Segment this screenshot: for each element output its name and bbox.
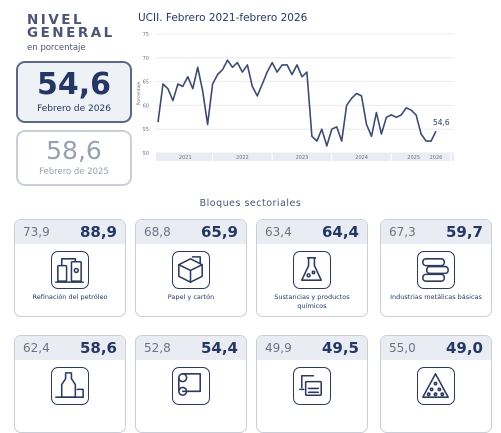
current-value: 54,6 bbox=[18, 68, 130, 102]
bottle-icon bbox=[51, 367, 89, 405]
sector-label: Papel y cartón bbox=[140, 293, 242, 302]
sector-prev-value: 68,8 bbox=[144, 225, 171, 239]
x-tick-label: 2021 bbox=[179, 155, 192, 161]
sector-card: 52,8 54,4 bbox=[135, 335, 247, 433]
sector-current-value: 59,7 bbox=[446, 223, 483, 241]
mineral-icon bbox=[417, 367, 455, 405]
sector-prev-value: 67,3 bbox=[389, 225, 416, 239]
x-tick-label: 2024 bbox=[355, 155, 368, 161]
y-axis-label: Porcentaje bbox=[136, 81, 142, 105]
sector-current-value: 49,0 bbox=[446, 339, 483, 357]
sector-current-value: 58,6 bbox=[80, 339, 117, 357]
previous-value-box: 58,6 Febrero de 2025 bbox=[16, 130, 132, 186]
sector-current-value: 64,4 bbox=[322, 223, 359, 241]
sector-card-header: 67,3 59,7 bbox=[381, 220, 491, 244]
x-tick-label: 2023 bbox=[296, 155, 309, 161]
x-tick-label: 2025 bbox=[407, 155, 420, 161]
previous-value: 58,6 bbox=[18, 137, 130, 165]
sector-card: 63,4 64,4 Sustancias y productos químicos bbox=[256, 219, 368, 317]
sector-card-header: 63,4 64,4 bbox=[257, 220, 367, 244]
sector-label: Industrias metálicas básicas bbox=[385, 293, 487, 302]
paper-box-icon bbox=[172, 251, 210, 289]
textile-roll-icon bbox=[172, 367, 210, 405]
y-tick-label: 75 bbox=[143, 32, 149, 38]
sector-card: 62,4 58,6 bbox=[14, 335, 126, 433]
series-line bbox=[158, 60, 436, 146]
line-chart: 50 55 60 65 70 75 2021 2022 2023 2024 2025 2026 Porc… bbox=[134, 26, 464, 178]
sector-card: 68,8 65,9 Papel y cartón bbox=[135, 219, 247, 317]
y-tick-label: 55 bbox=[143, 127, 149, 133]
y-tick-label: 65 bbox=[143, 80, 149, 86]
sector-current-value: 54,4 bbox=[201, 339, 238, 357]
current-date: Febrero de 2026 bbox=[18, 104, 130, 114]
chart-title: UCII. Febrero 2021-febrero 2026 bbox=[138, 12, 307, 24]
sector-label: Refinación del petróleo bbox=[19, 293, 121, 302]
sector-prev-value: 52,8 bbox=[144, 341, 171, 355]
sector-card-header: 73,9 88,9 bbox=[15, 220, 125, 244]
sector-prev-value: 63,4 bbox=[265, 225, 292, 239]
x-tick-label: 2022 bbox=[236, 155, 249, 161]
sector-current-value: 88,9 bbox=[80, 223, 117, 241]
y-tick-label: 70 bbox=[143, 56, 149, 62]
sector-card: 49,9 49,5 bbox=[256, 335, 368, 433]
sector-card-header: 62,4 58,6 bbox=[15, 336, 125, 360]
printing-icon bbox=[293, 367, 331, 405]
sector-card: 73,9 88,9 Refinación del petróleo bbox=[14, 219, 126, 317]
sector-card-header: 68,8 65,9 bbox=[136, 220, 246, 244]
sector-card: 67,3 59,7 Industrias metálicas básicas bbox=[380, 219, 492, 317]
flask-icon bbox=[293, 251, 331, 289]
sectors-title: Bloques sectoriales bbox=[0, 198, 501, 209]
metal-icon bbox=[417, 251, 455, 289]
x-tick-label: 2026 bbox=[430, 155, 443, 161]
refinery-icon bbox=[51, 251, 89, 289]
sector-prev-value: 73,9 bbox=[23, 225, 50, 239]
sector-prev-value: 55,0 bbox=[389, 341, 416, 355]
sector-current-value: 65,9 bbox=[201, 223, 238, 241]
sector-card-header: 55,0 49,0 bbox=[381, 336, 491, 360]
section-title: NIVEL GENERAL bbox=[27, 14, 115, 40]
sector-prev-value: 49,9 bbox=[265, 341, 292, 355]
previous-date: Febrero de 2025 bbox=[18, 167, 130, 177]
sector-current-value: 49,5 bbox=[322, 339, 359, 357]
current-value-box: 54,6 Febrero de 2026 bbox=[16, 61, 132, 123]
last-value-label: 54,6 bbox=[433, 118, 450, 127]
y-tick-label: 60 bbox=[143, 103, 149, 109]
sector-card-header: 52,8 54,4 bbox=[136, 336, 246, 360]
sector-prev-value: 62,4 bbox=[23, 341, 50, 355]
sector-label: Sustancias y productos químicos bbox=[261, 293, 363, 311]
y-tick-label: 50 bbox=[143, 151, 149, 157]
sector-card: 55,0 49,0 bbox=[380, 335, 492, 433]
sector-card-header: 49,9 49,5 bbox=[257, 336, 367, 360]
section-subtitle: en porcentaje bbox=[27, 43, 86, 53]
title-line-2: GENERAL bbox=[27, 27, 115, 40]
